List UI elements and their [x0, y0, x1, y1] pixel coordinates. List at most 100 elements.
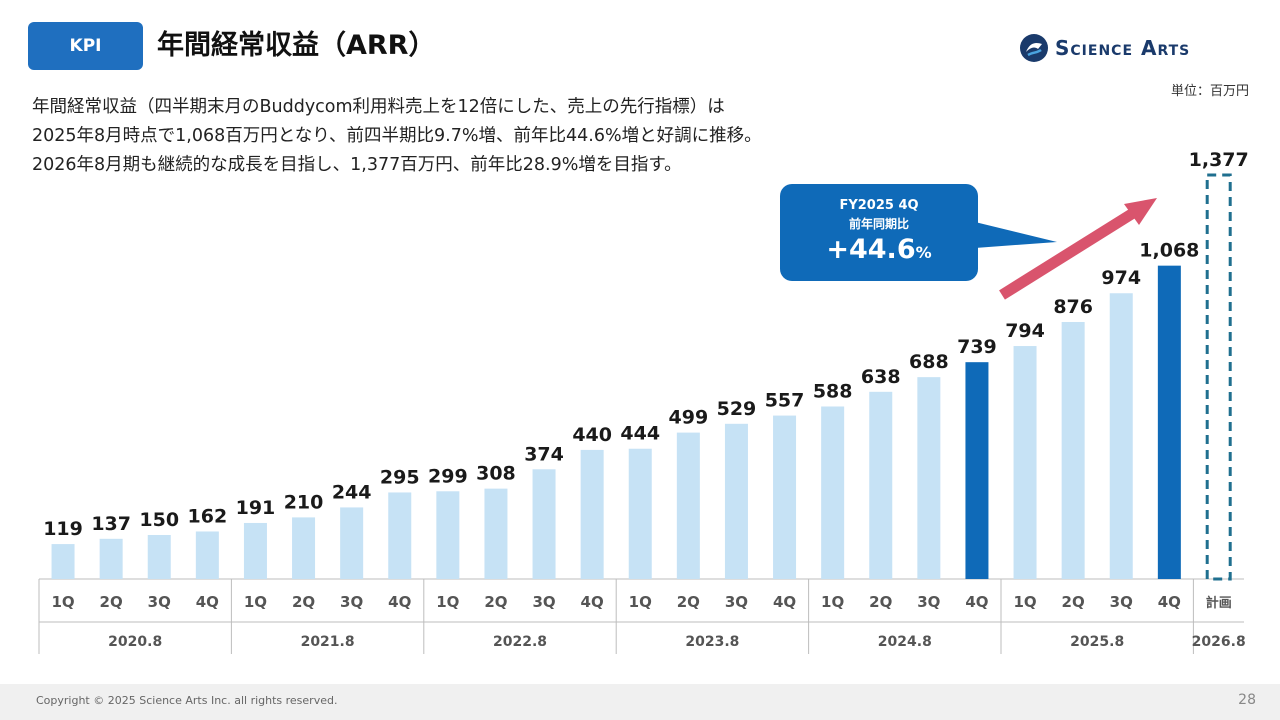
bar: [99, 538, 123, 579]
bar: [195, 531, 219, 579]
bar: [965, 362, 989, 579]
bar: [724, 423, 748, 579]
callout-unit: %: [915, 243, 932, 262]
quarter-tick-label: 2Q: [100, 593, 123, 611]
bar: [1061, 321, 1085, 579]
bar-value-label: 210: [284, 491, 324, 513]
bar: [821, 406, 845, 579]
bar: [1157, 265, 1181, 579]
quarter-tick-label: 4Q: [196, 593, 219, 611]
quarter-tick-label: 2Q: [869, 593, 892, 611]
description: 年間経常収益（四半期末月のBuddycom利用料売上を12倍にした、売上の先行指…: [32, 93, 762, 180]
quarter-tick-label: 1Q: [244, 593, 267, 611]
unit-label: 単位：百万円: [1170, 84, 1249, 99]
quarter-tick-label: 2Q: [292, 593, 315, 611]
logo-icon: [1020, 34, 1048, 62]
quarter-tick-label: 3Q: [532, 593, 555, 611]
bar-value-label: 1,377: [1189, 149, 1249, 171]
bar-value-label: 529: [717, 398, 757, 420]
kpi-badge: KPI: [28, 22, 143, 70]
quarter-tick-label: 4Q: [965, 593, 988, 611]
year-group-label: 2024.8: [878, 634, 932, 650]
quarter-tick-label: 4Q: [1158, 593, 1181, 611]
year-group-label: 2021.8: [301, 634, 355, 650]
year-group-label: 2022.8: [493, 634, 547, 650]
bar-value-label: 739: [957, 336, 997, 358]
bar-value-label: 191: [236, 497, 276, 519]
description-line: 年間経常収益（四半期末月のBuddycom利用料売上を12倍にした、売上の先行指…: [32, 97, 725, 117]
bar: [676, 432, 700, 579]
bar: [292, 517, 316, 579]
yoy-callout: FY2025 4Q 前年同期比 +44.6%: [780, 184, 978, 281]
bar-value-label: 688: [909, 351, 949, 373]
page-number: 28: [1238, 692, 1256, 708]
quarter-tick-label: 3Q: [148, 593, 171, 611]
bar-value-label: 162: [188, 505, 228, 527]
bar: [340, 507, 364, 579]
arr-bar-chart: 119 1Q 137 2Q 150 3Q 162 4Q 2020.8 191 1Q 210 2Q 244 3…: [38, 149, 1249, 654]
bar-value-label: 295: [380, 466, 420, 488]
description-line: 2026年8月期も継続的な成長を目指し、1,377百万円、前年比28.9%増を目…: [32, 155, 682, 175]
bar: [436, 491, 460, 579]
bar: [628, 448, 652, 579]
bar-value-label: 876: [1053, 296, 1093, 318]
quarter-tick-label: 計画: [1206, 595, 1232, 611]
quarter-tick-label: 1Q: [436, 593, 459, 611]
quarter-tick-label: 3Q: [340, 593, 363, 611]
quarter-tick-label: 4Q: [388, 593, 411, 611]
description-line: 2025年8月時点で1,068百万円となり、前四半期比9.7%増、前年比44.6…: [32, 126, 762, 146]
bar: [869, 391, 893, 579]
growth-arrow-shaft: [999, 205, 1141, 300]
bar: [388, 492, 412, 579]
bar-value-label: 444: [620, 423, 660, 445]
quarter-tick-label: 1Q: [51, 593, 74, 611]
bar-value-label: 638: [861, 366, 901, 388]
bar-value-label: 794: [1005, 320, 1045, 342]
quarter-tick-label: 1Q: [821, 593, 844, 611]
bar-value-label: 499: [669, 407, 709, 429]
bar: [484, 488, 508, 579]
bar-value-label: 308: [476, 463, 516, 485]
bar-value-label: 557: [765, 390, 805, 412]
bar: [917, 377, 941, 579]
logo-text: Science Arts: [1055, 36, 1191, 60]
year-group-label: 2020.8: [108, 634, 162, 650]
bar: [1013, 346, 1037, 579]
footer: Copyright © 2025 Science Arts Inc. all r…: [0, 684, 1280, 720]
year-group-label: 2025.8: [1070, 634, 1124, 650]
bar-value-label: 150: [139, 509, 179, 531]
quarter-tick-label: 3Q: [725, 593, 748, 611]
quarter-tick-label: 4Q: [773, 593, 796, 611]
bar: [532, 469, 556, 579]
quarter-tick-label: 2Q: [1062, 593, 1085, 611]
bar-value-label: 244: [332, 481, 372, 503]
growth-arrow-head: [1124, 198, 1157, 225]
plan-bar: [1205, 173, 1232, 581]
year-group-label: 2026.8: [1192, 634, 1246, 650]
bar: [580, 449, 604, 579]
bar-value-label: 299: [428, 465, 468, 487]
bar-value-label: 374: [524, 443, 564, 465]
bar: [773, 415, 797, 579]
quarter-tick-label: 3Q: [1110, 593, 1133, 611]
bar-value-label: 588: [813, 380, 853, 402]
callout-label: 前年同期比: [848, 217, 909, 231]
quarter-tick-label: 1Q: [629, 593, 652, 611]
quarter-tick-label: 2Q: [484, 593, 507, 611]
year-group-label: 2023.8: [685, 634, 739, 650]
callout-value: +44.6: [826, 234, 916, 265]
bar-value-label: 974: [1101, 267, 1141, 289]
page-title: 年間経常収益（ARR）: [157, 30, 436, 61]
bar-value-label: 119: [43, 518, 83, 540]
bar: [243, 522, 267, 579]
callout-period: FY2025 4Q: [839, 198, 919, 213]
quarter-tick-label: 2Q: [677, 593, 700, 611]
callout-pointer: [975, 222, 1057, 248]
callout-value-wrap: +44.6%: [780, 234, 978, 265]
bar-value-label: 440: [572, 424, 612, 446]
bar-value-label: 137: [91, 513, 131, 535]
bar-value-label: 1,068: [1139, 240, 1199, 262]
quarter-tick-label: 1Q: [1013, 593, 1036, 611]
quarter-tick-label: 4Q: [581, 593, 604, 611]
quarter-tick-label: 3Q: [917, 593, 940, 611]
